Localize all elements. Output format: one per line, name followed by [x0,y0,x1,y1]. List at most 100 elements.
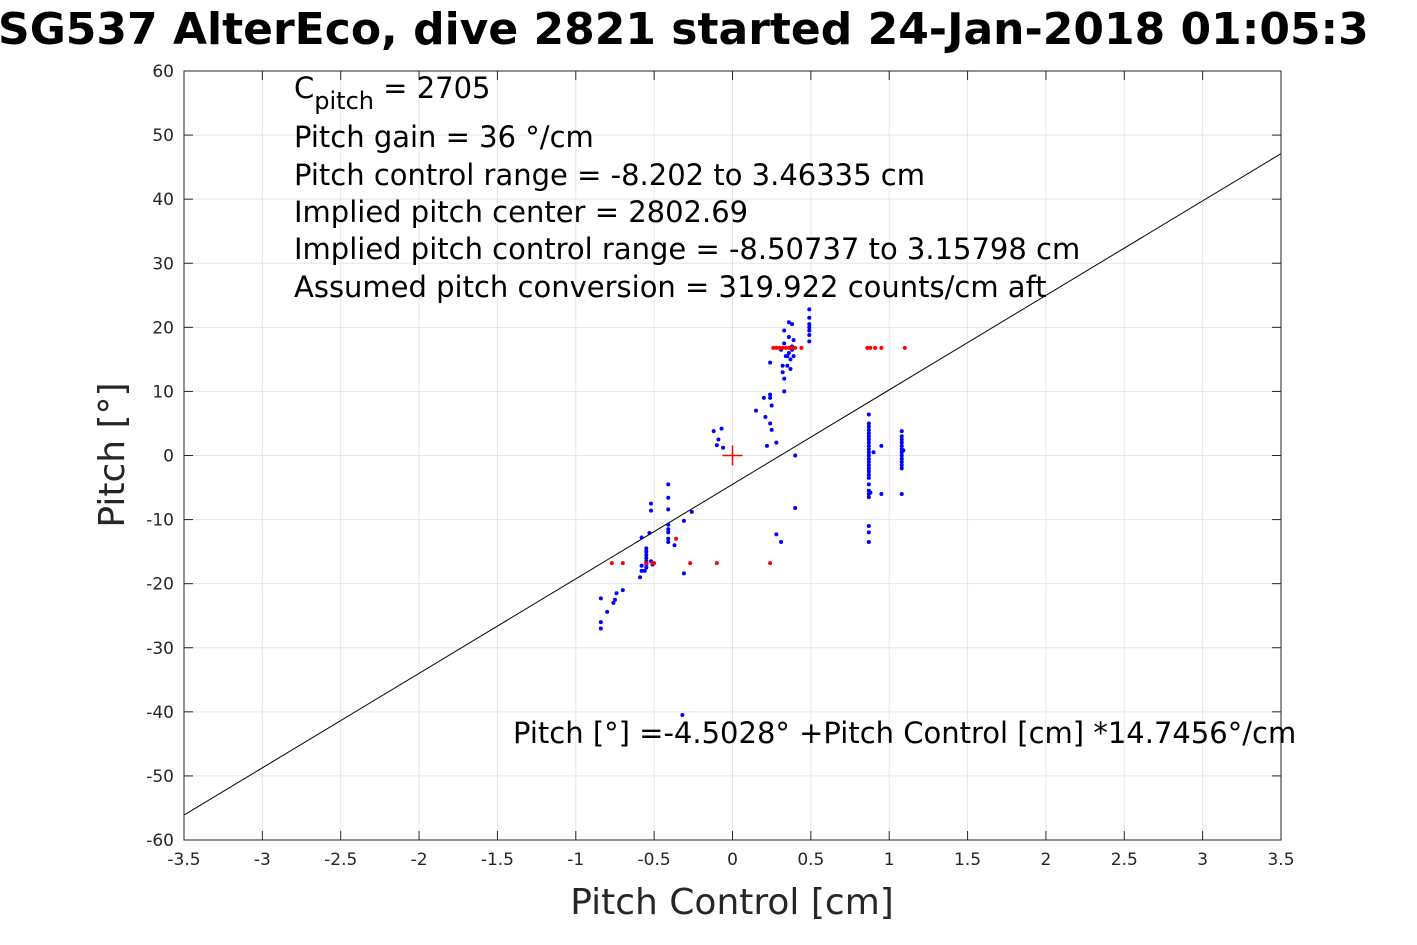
fit-line-group [183,153,1282,816]
x-tick-label: 1.5 [954,850,981,870]
chart-title: SG537 AlterEco, dive 2821 started 24-Jan… [0,2,1417,58]
data-point-blue [871,450,876,455]
data-point-red [774,345,779,350]
data-point-blue [647,531,652,536]
data-point-blue [807,322,812,327]
data-point-blue [899,453,904,458]
data-point-blue [866,463,871,468]
y-tick-label: 10 [152,382,174,402]
data-point-blue [786,350,791,355]
data-point-blue [680,713,685,718]
fit-equation-annotation: Pitch [°] =-4.5028° +Pitch Control [cm] … [513,716,1296,750]
data-point-blue [782,376,787,381]
data-point-blue [689,509,694,514]
data-point-blue [866,443,871,448]
y-tick-label: 40 [152,190,174,210]
data-point-blue [791,354,796,359]
data-point-blue [899,437,904,442]
data-point-blue [666,527,671,532]
data-point-blue [866,530,871,535]
data-point-red [793,345,798,350]
data-point-blue [666,482,671,487]
data-point-blue [666,495,671,500]
data-point-blue [866,475,871,480]
x-tick-label: 1 [884,850,895,870]
data-point-blue [791,338,796,343]
pitch-conversion-annotation: Assumed pitch conversion = 319.922 count… [294,270,1047,304]
pitch-gain-annotation: Pitch gain = 36 °/cm [294,120,594,154]
data-point-red [873,345,878,350]
y-tick-label: -40 [146,703,174,723]
data-point-blue [644,565,649,570]
tick-labels: -3.5 -3 -2.5 -2 -1.5 -1 -0.5 0 0.5 1 1.5 2 2.5 3 3.5 -6… [146,62,1294,870]
data-point-blue [611,600,616,605]
data-points [598,307,907,718]
data-point-blue [598,596,603,601]
data-point-blue [879,443,884,448]
x-tick-label: -3.5 [167,850,200,870]
data-point-blue [899,440,904,445]
data-point-red [790,345,795,350]
x-tick-label: 2.5 [1111,850,1138,870]
data-point-blue [866,424,871,429]
data-point-blue [716,437,721,442]
data-point-blue [769,403,774,408]
data-point-red [674,536,679,541]
data-point-red [868,345,873,350]
data-point-blue [866,412,871,417]
data-point-blue [899,459,904,464]
x-tick-label: 0 [727,850,738,870]
data-point-blue [763,415,768,420]
y-axis-title: Pitch [°] [92,382,133,527]
data-point-blue [899,466,904,471]
data-point-red [609,561,614,566]
data-point-red [865,345,870,350]
data-point-blue [793,506,798,511]
data-point-blue [638,575,643,580]
data-point-blue [899,443,904,448]
data-point-blue [666,522,671,527]
data-point-blue [642,568,647,573]
data-point-blue [866,495,871,500]
data-point-blue [644,552,649,557]
data-point-blue [899,491,904,496]
data-point-blue [790,322,795,327]
data-point-red [799,345,804,350]
data-point-blue [612,597,617,602]
data-point-blue [788,357,793,362]
y-tick-label: -20 [146,575,174,595]
data-point-blue [598,620,603,625]
data-point-red [688,561,693,566]
data-point-blue [899,456,904,461]
data-point-red [768,561,773,566]
data-point-blue [649,508,654,513]
data-point-blue [649,501,654,506]
data-point-red [879,345,884,350]
data-point-blue [768,360,773,365]
data-point-blue [785,354,790,359]
data-point-blue [807,307,812,312]
y-tick-label: 50 [152,126,174,146]
data-point-blue [899,463,904,468]
data-point-blue [807,333,812,338]
data-point-blue [644,546,649,551]
data-point-blue [714,443,719,448]
data-point-blue [711,429,716,434]
c-pitch-annotation: Cpitch = 2705 [294,71,491,115]
data-point-blue [879,491,884,496]
y-tick-label: 30 [152,254,174,274]
y-tick-label: -10 [146,511,174,531]
data-point-blue [788,366,793,371]
x-tick-label: 0.5 [797,850,824,870]
y-tick-label: -60 [146,831,174,851]
data-point-blue [866,437,871,442]
data-point-blue [786,320,791,325]
data-point-blue [681,571,686,576]
data-point-blue [768,395,773,400]
data-point-blue [754,408,759,413]
data-point-blue [807,325,812,330]
data-point-blue [764,443,769,448]
data-point-blue [774,440,779,445]
data-point-blue [774,532,779,537]
